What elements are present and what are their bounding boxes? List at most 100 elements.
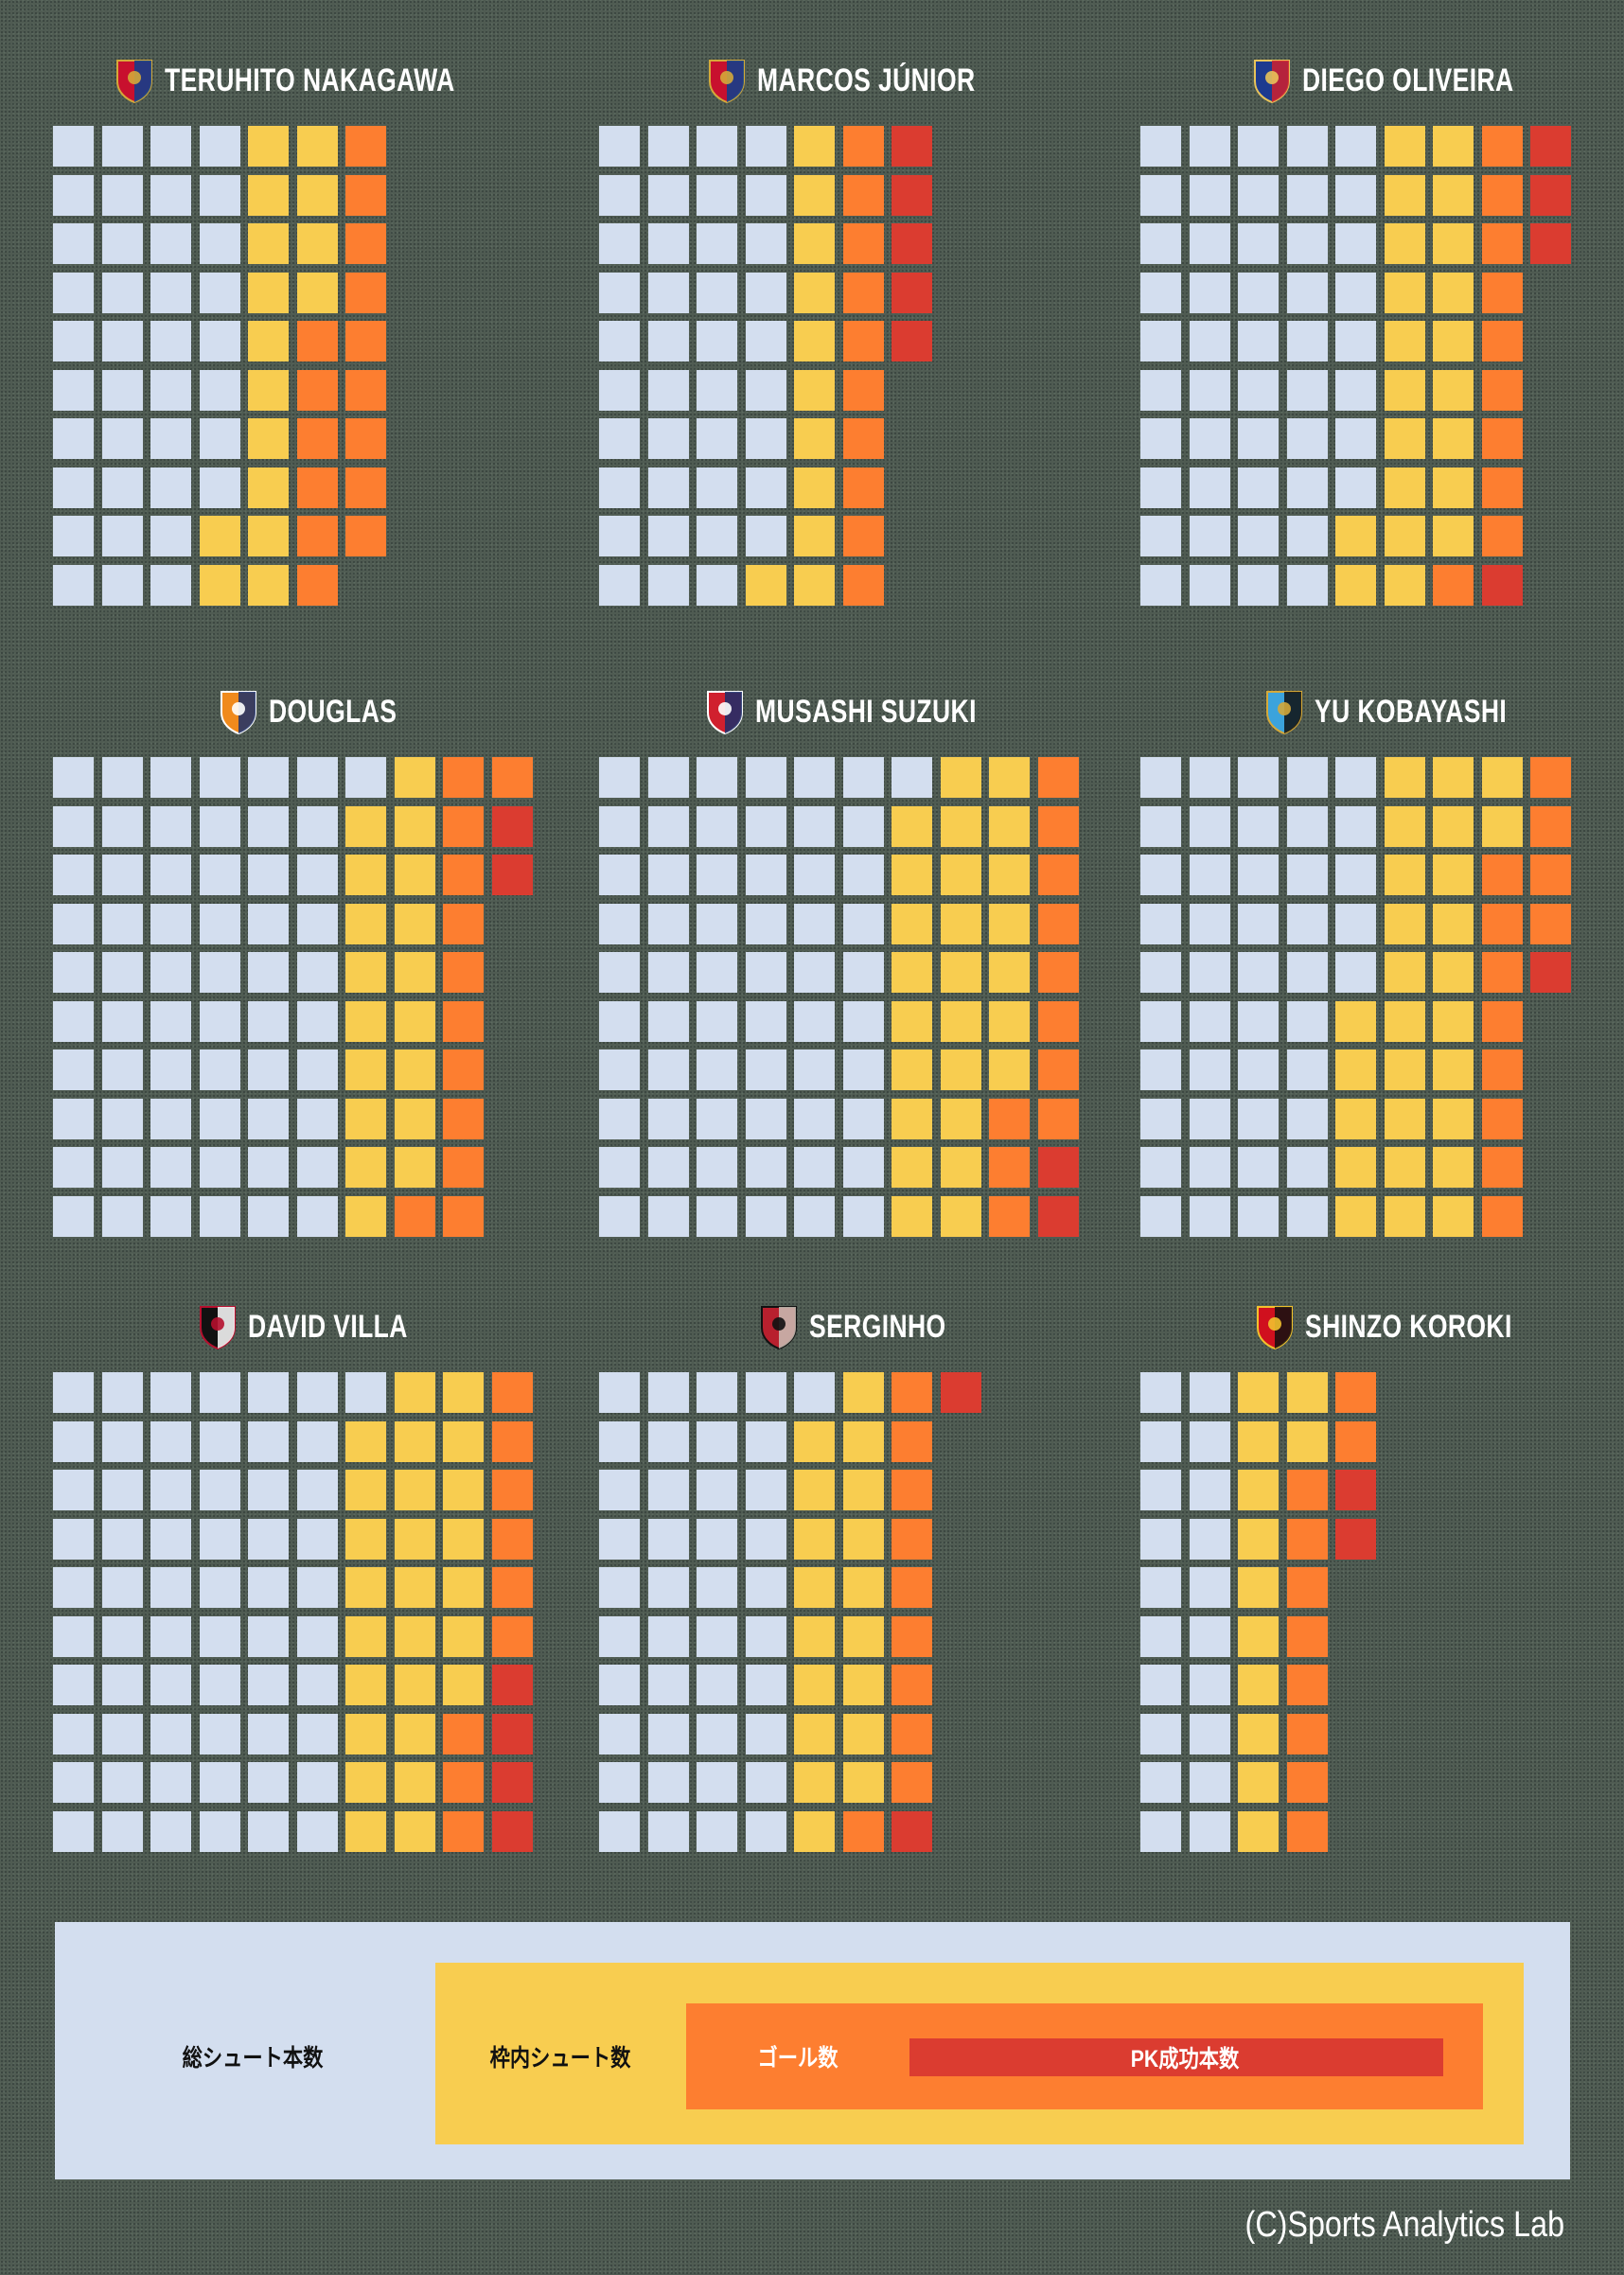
- waffle-cell-other-shots: [647, 126, 689, 167]
- waffle-cell-on-target-non-goal: [940, 1049, 981, 1090]
- waffle-cell-on-target-non-goal: [1384, 321, 1425, 362]
- waffle-cell-other-shots: [647, 1810, 689, 1852]
- waffle-cell-other-shots: [53, 564, 94, 606]
- waffle-cell-other-shots: [599, 223, 640, 264]
- waffle-cell-other-shots: [842, 1098, 884, 1139]
- waffle-cell-other-shots: [101, 1810, 143, 1852]
- waffle-cell-other-shots: [1140, 1567, 1181, 1608]
- waffle-cell-other-shots: [745, 1762, 786, 1803]
- waffle-cell-other-shots: [647, 1049, 689, 1090]
- waffle-cell-on-target-non-goal: [842, 1470, 884, 1510]
- waffle-cell-other-shots: [1189, 369, 1230, 411]
- waffle-cell-pk-goals: [1335, 1518, 1376, 1560]
- waffle-cell-other-shots: [599, 1195, 640, 1237]
- player-name: SERGINHO: [808, 1308, 946, 1345]
- waffle-cell-other-shots: [248, 1098, 289, 1139]
- waffle-cell-other-shots: [199, 855, 240, 895]
- waffle-cell-other-shots: [101, 418, 143, 459]
- waffle-cell-goals-non-pk: [1481, 1049, 1523, 1090]
- waffle-cell-other-shots: [53, 757, 94, 798]
- waffle-cell-other-shots: [599, 1470, 640, 1510]
- waffle-cell-other-shots: [697, 1470, 737, 1510]
- waffle-cell-on-target-non-goal: [794, 126, 835, 167]
- waffle-cell-other-shots: [101, 1615, 143, 1657]
- waffle-cell-other-shots: [697, 369, 737, 411]
- waffle-cell-other-shots: [745, 1098, 786, 1139]
- waffle-cell-other-shots: [1189, 1098, 1230, 1139]
- waffle-cell-on-target-non-goal: [1238, 1567, 1279, 1608]
- waffle-cell-other-shots: [599, 1147, 640, 1188]
- waffle-cell-other-shots: [647, 516, 689, 556]
- waffle-cell-on-target-non-goal: [891, 903, 932, 944]
- waffle-cell-other-shots: [1189, 1810, 1230, 1852]
- waffle-cell-on-target-non-goal: [394, 1372, 435, 1413]
- waffle-cell-on-target-non-goal: [248, 467, 289, 508]
- waffle-cell-other-shots: [1140, 1713, 1181, 1755]
- waffle-cell-on-target-non-goal: [842, 1567, 884, 1608]
- waffle-cell-on-target-non-goal: [794, 1665, 835, 1705]
- waffle-cell-other-shots: [599, 1615, 640, 1657]
- waffle-cell-other-shots: [53, 1147, 94, 1188]
- waffle-cell-other-shots: [1140, 952, 1181, 993]
- waffle-cell-on-target-non-goal: [394, 1420, 435, 1462]
- waffle-cell-other-shots: [101, 321, 143, 362]
- waffle-cell-other-shots: [647, 757, 689, 798]
- waffle-cell-goals-non-pk: [443, 1810, 484, 1852]
- waffle-cell-other-shots: [1335, 855, 1376, 895]
- yokohama-f-marinos-crest-icon: [115, 60, 152, 104]
- waffle-cell-other-shots: [794, 1372, 835, 1413]
- waffle-cell-other-shots: [1286, 467, 1328, 508]
- waffle-cell-on-target-non-goal: [940, 757, 981, 798]
- waffle-cell-other-shots: [1189, 1000, 1230, 1042]
- waffle-cell-other-shots: [345, 1372, 386, 1413]
- waffle-cell-other-shots: [794, 757, 835, 798]
- waffle-cell-on-target-non-goal: [248, 223, 289, 264]
- waffle-cell-other-shots: [842, 952, 884, 993]
- waffle-cell-other-shots: [697, 855, 737, 895]
- waffle-cell-goals-non-pk: [443, 1049, 484, 1090]
- waffle-cell-on-target-non-goal: [1433, 855, 1474, 895]
- waffle-cell-other-shots: [296, 952, 338, 993]
- waffle-cell-other-shots: [1286, 1049, 1328, 1090]
- waffle-cell-other-shots: [199, 1762, 240, 1803]
- waffle-cell-other-shots: [745, 1470, 786, 1510]
- waffle-cell-other-shots: [1238, 223, 1279, 264]
- waffle-cell-other-shots: [647, 1372, 689, 1413]
- waffle-cell-pk-goals: [891, 321, 932, 362]
- waffle-cell-goals-non-pk: [891, 1713, 932, 1755]
- waffle-cell-other-shots: [53, 369, 94, 411]
- waffle-cell-goals-non-pk: [1481, 369, 1523, 411]
- waffle-cell-other-shots: [647, 418, 689, 459]
- waffle-cell-other-shots: [794, 903, 835, 944]
- waffle-cell-other-shots: [745, 855, 786, 895]
- waffle-cell-other-shots: [647, 1615, 689, 1657]
- waffle-cell-other-shots: [150, 805, 191, 847]
- waffle-cell-other-shots: [794, 1147, 835, 1188]
- waffle-cell-other-shots: [150, 855, 191, 895]
- waffle-cell-on-target-non-goal: [345, 1518, 386, 1560]
- waffle-cell-on-target-non-goal: [345, 1665, 386, 1705]
- waffle-cell-on-target-non-goal: [345, 1195, 386, 1237]
- waffle-cell-other-shots: [647, 1195, 689, 1237]
- waffle-cell-goals-non-pk: [891, 1420, 932, 1462]
- waffle-cell-other-shots: [1286, 321, 1328, 362]
- waffle-cell-other-shots: [599, 1372, 640, 1413]
- waffle-cell-other-shots: [296, 1518, 338, 1560]
- waffle-cell-other-shots: [1286, 1000, 1328, 1042]
- waffle-cell-other-shots: [599, 855, 640, 895]
- waffle-cell-on-target-non-goal: [1433, 174, 1474, 216]
- waffle-cell-on-target-non-goal: [794, 418, 835, 459]
- waffle-cell-other-shots: [1238, 805, 1279, 847]
- waffle-cell-other-shots: [599, 418, 640, 459]
- waffle-cell-other-shots: [1238, 516, 1279, 556]
- waffle-cell-other-shots: [697, 1762, 737, 1803]
- waffle-cell-on-target-non-goal: [345, 1470, 386, 1510]
- waffle-grid: [1140, 126, 1624, 613]
- waffle-cell-other-shots: [1238, 1195, 1279, 1237]
- waffle-cell-other-shots: [1189, 564, 1230, 606]
- waffle-cell-goals-non-pk: [296, 467, 338, 508]
- waffle-cell-other-shots: [647, 1665, 689, 1705]
- waffle-cell-pk-goals: [940, 1372, 981, 1413]
- waffle-cell-other-shots: [53, 952, 94, 993]
- waffle-cell-other-shots: [1140, 223, 1181, 264]
